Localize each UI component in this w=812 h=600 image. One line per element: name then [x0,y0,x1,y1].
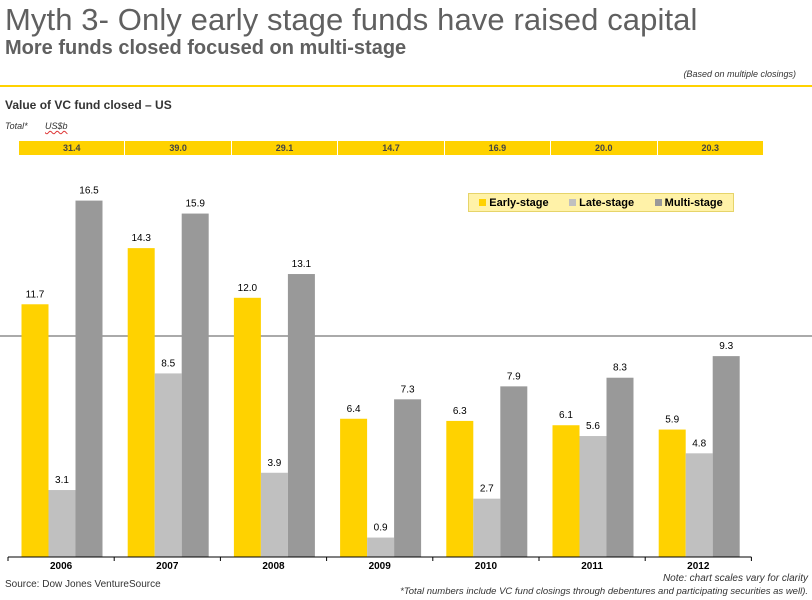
legend-item-late: Late-stage [569,197,634,209]
legend-item-early: Early-stage [479,196,549,209]
chart-legend: Early-stage Late-stage Multi-stage [468,193,734,212]
bar-late-stage-2009 [367,537,395,557]
bar-multi-stage-2009 [394,399,422,557]
data-label-multi-stage-2010: 7.9 [507,371,521,382]
data-label-late-stage-2012: 4.8 [692,438,706,449]
bar-early-stage-2007 [127,248,155,557]
data-label-late-stage-2011: 5.6 [586,421,600,432]
legend-item-multi: Multi-stage [654,196,723,209]
category-label-2011: 2011 [581,561,603,572]
bar-chart: 11.7 3.1 16.5 2006 14.3 8.5 15.9 2007 12.0 3.9 13.… [0,186,812,572]
bar-multi-stage-2007 [181,213,209,557]
legend-label-early: Early-stage [489,196,549,209]
data-label-multi-stage-2008: 13.1 [292,259,312,270]
data-label-late-stage-2007: 8.5 [161,358,175,369]
scale-note: Note: chart scales vary for clarity [662,573,808,584]
footnote: *Total numbers include VC fund closings … [400,586,808,597]
bar-multi-stage-2006 [75,200,103,557]
header-rule [0,85,812,87]
page-title: Myth 3- Only early stage funds have rais… [5,2,698,37]
total-2011: 20.0 [551,141,658,155]
bar-early-stage-2012 [658,429,686,557]
category-label-2009: 2009 [369,561,392,572]
data-label-late-stage-2010: 2.7 [480,484,494,495]
data-label-late-stage-2008: 3.9 [267,458,281,469]
closings-note: (Based on multiple closings) [683,69,796,79]
data-label-early-stage-2010: 6.3 [453,406,467,417]
unit-label: US$b [45,121,68,131]
bar-multi-stage-2012 [712,356,740,557]
legend-label-late: Late-stage [579,196,635,209]
total-2010: 16.9 [445,141,552,155]
data-label-late-stage-2009: 0.9 [374,523,388,534]
bar-multi-stage-2011 [606,377,634,557]
bar-early-stage-2009 [340,418,368,557]
data-label-early-stage-2007: 14.3 [131,233,151,244]
data-label-late-stage-2006: 3.1 [55,475,69,486]
bar-multi-stage-2008 [287,274,315,557]
category-label-2010: 2010 [475,561,498,572]
bar-late-stage-2008 [260,472,288,557]
data-label-multi-stage-2009: 7.3 [401,384,415,395]
data-label-multi-stage-2012: 9.3 [719,341,733,352]
category-label-2006: 2006 [50,561,73,572]
data-label-early-stage-2008: 12.0 [238,283,258,294]
legend-swatch-early [479,199,487,206]
bar-early-stage-2011 [552,425,580,557]
source-note: Source: Dow Jones VentureSource [5,579,161,590]
bar-late-stage-2007 [154,373,182,557]
data-label-multi-stage-2006: 16.5 [79,186,99,197]
bar-late-stage-2010 [473,498,501,557]
bar-late-stage-2012 [685,453,713,557]
total-label: Total* [5,121,28,131]
total-2009: 14.7 [338,141,445,155]
bar-early-stage-2006 [21,304,49,557]
bar-multi-stage-2010 [500,386,528,557]
total-2012: 20.3 [701,143,719,153]
category-label-2007: 2007 [156,561,179,572]
bar-early-stage-2008 [233,297,261,557]
data-label-multi-stage-2007: 15.9 [185,199,205,210]
bar-early-stage-2010 [446,420,474,557]
legend-swatch-multi [654,199,662,206]
data-label-early-stage-2011: 6.1 [559,410,573,421]
legend-label-multi: Multi-stage [664,196,723,209]
total-2006: 31.4 [19,141,126,155]
total-2007: 39.0 [125,141,232,155]
data-label-multi-stage-2011: 8.3 [613,363,627,374]
category-label-2008: 2008 [262,561,285,572]
category-label-2012: 2012 [687,561,710,572]
data-label-early-stage-2009: 6.4 [347,404,361,415]
bar-late-stage-2011 [579,436,607,557]
chart-heading: Value of VC fund closed – US [5,98,172,112]
legend-swatch-late [569,199,577,206]
totals-bar: 31.4 39.0 29.1 14.7 16.9 20.0 20.3 [19,141,763,155]
page-subtitle: More funds closed focused on multi-stage [5,37,407,59]
data-label-early-stage-2012: 5.9 [665,415,679,426]
data-label-early-stage-2006: 11.7 [26,289,45,300]
total-2008: 29.1 [232,141,339,155]
bar-late-stage-2006 [48,490,76,557]
